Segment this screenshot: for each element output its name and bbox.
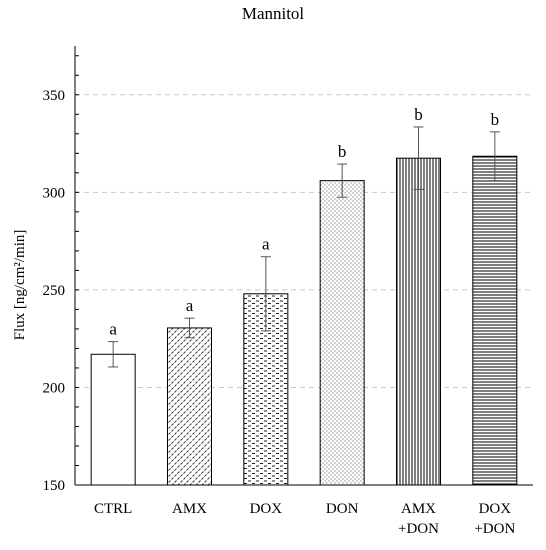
x-tick-label: DOX bbox=[250, 501, 283, 517]
bar bbox=[90, 353, 136, 486]
significance-label: a bbox=[186, 296, 194, 315]
y-tick-label: 150 bbox=[43, 478, 66, 494]
bars: a a a b b b bbox=[90, 105, 518, 486]
x-tick-label: AMX bbox=[401, 501, 436, 517]
x-tick-label: CTRL bbox=[94, 501, 132, 517]
y-tick-label: 200 bbox=[43, 380, 66, 396]
gridlines bbox=[75, 94, 533, 388]
y-axis-title: Flux [ng/cm²/min] bbox=[12, 230, 28, 341]
bar bbox=[319, 180, 365, 486]
significance-label: a bbox=[262, 235, 270, 254]
significance-label: b bbox=[338, 142, 347, 161]
y-tick-label: 300 bbox=[43, 185, 66, 201]
x-tick-label: DON bbox=[326, 501, 359, 517]
bar bbox=[167, 327, 212, 486]
significance-label: b bbox=[491, 110, 500, 129]
x-tick-label: +DON bbox=[398, 521, 439, 537]
x-tick-label: +DON bbox=[474, 521, 515, 537]
y-tick-label: 350 bbox=[43, 88, 66, 104]
axes: 150 200 250 300 350 CTRL AMX DOX DON AMX +DON DOX +D… bbox=[43, 46, 533, 537]
significance-label: b bbox=[414, 105, 423, 124]
x-tick-label: AMX bbox=[172, 501, 207, 517]
y-tick-label: 250 bbox=[43, 283, 66, 299]
chart-title: Mannitol bbox=[242, 4, 305, 23]
significance-label: a bbox=[109, 320, 117, 339]
x-tick-label: DOX bbox=[479, 501, 512, 517]
bar bbox=[472, 155, 518, 486]
bar bbox=[396, 157, 441, 486]
